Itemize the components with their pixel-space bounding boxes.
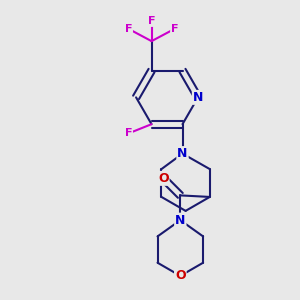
Text: F: F: [148, 16, 155, 26]
Text: O: O: [158, 172, 169, 185]
Text: F: F: [124, 24, 132, 34]
Text: N: N: [193, 91, 203, 104]
Text: F: F: [171, 24, 178, 34]
Text: N: N: [175, 214, 185, 227]
Text: F: F: [124, 128, 132, 139]
Text: O: O: [175, 269, 186, 282]
Text: N: N: [177, 147, 188, 160]
